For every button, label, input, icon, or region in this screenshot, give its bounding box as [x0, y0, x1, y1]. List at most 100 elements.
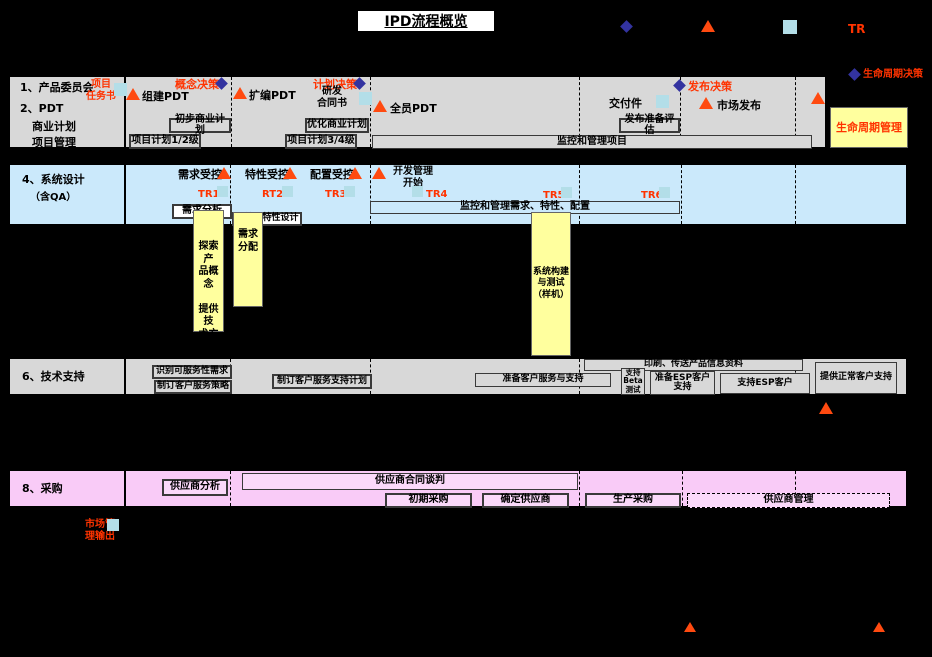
milestone-triangle-icon [684, 622, 696, 632]
plan-decision-label: 计划决策 [313, 78, 357, 91]
lifecycle-management-label: 生命周期管理 [836, 120, 902, 134]
expand-pdt-label: 扩编PDT [249, 89, 296, 102]
phase-divider [230, 471, 231, 506]
legend-deliverable-square-icon [783, 20, 797, 34]
deliverables-label: 交付件 [609, 97, 642, 110]
band-committee-pdt: 1、产品委员会 2、PDT 商业计划 项目管理 项目 任务书 概念决策 组建PD… [8, 75, 827, 149]
phase-divider [230, 165, 231, 224]
phase-divider [231, 77, 232, 147]
page-title: IPD流程概览 [384, 14, 468, 30]
dev-mgmt-start-triangle-icon [372, 167, 386, 179]
concept-decision-label: 概念决策 [175, 78, 219, 91]
row-label-procurement: 8、采购 [22, 482, 63, 495]
expand-pdt-triangle-icon [233, 87, 247, 99]
prepare-service-support-box: 准备客户服务与支持 [475, 373, 611, 387]
full-pdt-triangle-icon [373, 100, 387, 112]
market-release-label: 市场发布 [717, 99, 761, 112]
row-label-tech-support: 6、技术支持 [22, 370, 85, 383]
supplier-management-box: 供应商管理 [687, 493, 890, 508]
initial-procurement-box: 初期采购 [385, 493, 472, 508]
initial-business-plan-box: 初步商业计划 [169, 114, 231, 135]
band-system-design: 4、系统设计 （含QA） 需求受控 特性受控 配置受控 开发管理 开始 TR1 … [8, 163, 908, 226]
row-label-system-design-sub: （含QA） [30, 192, 77, 203]
lifecycle-decision-diamond-icon [848, 68, 861, 81]
tr2-square-icon [282, 186, 293, 197]
phase-divider [795, 77, 796, 147]
release-ready-review-box: 发布准备评估 [619, 114, 680, 135]
deliverables-square-icon [656, 95, 669, 108]
legend-tr-label: TR [848, 22, 866, 36]
phase-divider [795, 165, 796, 224]
prepare-esp-support-box: 准备ESP客户 支持 [650, 371, 715, 395]
feature-controlled-triangle-icon [283, 167, 297, 179]
production-procurement-box: 生产采购 [585, 493, 681, 508]
milestone-triangle-icon [873, 622, 885, 632]
optimized-business-plan-box: 优化商业计划 [305, 118, 369, 133]
tr2-label: RT2 [262, 189, 284, 200]
project-plan-12-box: 项目计划1/2级 [129, 134, 201, 149]
tr3-square-icon [344, 186, 355, 197]
market-output-label: 市场管 理输出 [85, 519, 115, 542]
lifecycle-management-box: 生命周期管理 [830, 107, 908, 148]
beta-support-box: 支持 Beta 测试 [621, 368, 645, 395]
charter-deliverable-square-icon [114, 83, 127, 96]
title-box: IPD流程概览 [358, 11, 494, 31]
project-charter-label: 项目 任务书 [86, 79, 116, 102]
market-output-square-icon [107, 519, 119, 531]
build-pdt-triangle-icon [126, 88, 140, 100]
lifecycle-decision-label: 生命周期决策 [863, 69, 923, 80]
system-build-test-note: 系统构建 与测试 （样机） [531, 212, 571, 356]
full-pdt-label: 全员PDT [390, 102, 437, 115]
release-decision-diamond-icon [673, 79, 686, 92]
tr4-square-icon [412, 186, 423, 197]
market-release-triangle-icon [699, 97, 713, 109]
row-label-divider [124, 77, 126, 147]
rd-contract-square-icon [359, 92, 372, 105]
req-controlled-triangle-icon [217, 167, 231, 179]
rd-contract-label: 研发 合同书 [317, 86, 347, 109]
tr1-label: TR1 [198, 189, 220, 200]
tr3-label: TR3 [325, 189, 347, 200]
confirm-supplier-box: 确定供应商 [482, 493, 569, 508]
tr5-label: TR5 [543, 190, 565, 201]
phase-divider [579, 77, 580, 147]
project-plan-34-box: 项目计划3/4级 [285, 134, 357, 149]
identify-serviceability-box: 识别可服务性需求 [152, 365, 232, 379]
feature-controlled-label: 特性受控 [245, 168, 289, 181]
service-strategy-box: 制订客户服务策略 [154, 380, 232, 394]
tr6-square-icon [659, 187, 670, 198]
phase-divider [370, 165, 371, 224]
phase-divider [579, 471, 580, 506]
row-label-project-mgmt: 项目管理 [32, 136, 76, 149]
phase-divider [682, 471, 683, 506]
phase-divider [370, 77, 371, 147]
milestone-triangle-icon [819, 402, 833, 414]
supplier-analysis-box: 供应商分析 [162, 479, 228, 496]
tr6-label: TR6 [641, 190, 663, 201]
print-product-info-box: 印刷、传送产品信息资料 [584, 359, 803, 371]
band-procurement: 8、采购 供应商分析 供应商合同谈判 初期采购 确定供应商 生产采购 供应商管理 [8, 469, 908, 508]
req-allocation-note: 需求 分配 [233, 212, 263, 307]
monitor-requirements-box: 监控和管理需求、特性、配置 [370, 201, 680, 214]
lifecycle-triangle-icon [811, 92, 825, 104]
release-decision-label: 发布决策 [688, 80, 732, 93]
dev-mgmt-start-label: 开发管理 开始 [393, 166, 433, 189]
explore-concept-note: 探索产 品概念 提供技 术方案 [193, 210, 224, 352]
monitor-project-box: 监控和管理项目 [372, 135, 812, 149]
band-tech-support: 6、技术支持 识别可服务性需求 制订客户服务策略 制订客户服务支持计划 印刷、传… [8, 357, 908, 396]
row-label-divider [124, 165, 126, 224]
tr4-label: TR4 [426, 189, 448, 200]
config-controlled-triangle-icon [348, 167, 362, 179]
phase-divider [795, 471, 796, 506]
tr5-square-icon [561, 187, 572, 198]
build-pdt-label: 组建PDT [142, 90, 189, 103]
phase-divider [681, 165, 682, 224]
row-label-system-design: 4、系统设计 [22, 173, 85, 186]
phase-divider [680, 77, 681, 147]
tr1-square-icon [217, 186, 228, 197]
legend-decision-diamond-icon [620, 20, 633, 33]
row-label-committee: 1、产品委员会 [20, 81, 94, 94]
row-label-business-plan: 商业计划 [32, 120, 76, 133]
service-support-plan-box: 制订客户服务支持计划 [272, 374, 372, 389]
